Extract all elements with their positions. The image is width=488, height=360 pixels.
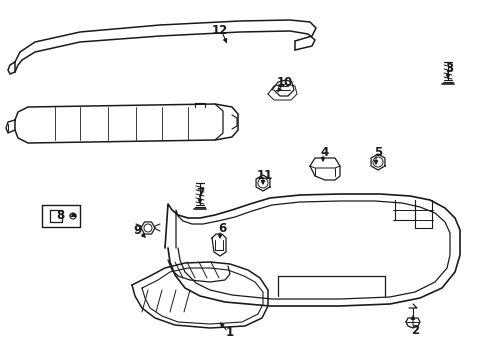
- Text: 6: 6: [218, 221, 225, 234]
- Text: 2: 2: [410, 324, 418, 337]
- Text: 7: 7: [196, 186, 203, 199]
- Text: 8: 8: [56, 208, 64, 221]
- Text: 5: 5: [373, 145, 381, 158]
- Text: 12: 12: [211, 23, 228, 36]
- Text: 9: 9: [134, 224, 142, 237]
- Text: 3: 3: [444, 62, 452, 75]
- Text: 4: 4: [320, 145, 328, 158]
- Text: 11: 11: [256, 168, 273, 181]
- Text: 1: 1: [225, 327, 234, 339]
- Text: 10: 10: [276, 76, 292, 89]
